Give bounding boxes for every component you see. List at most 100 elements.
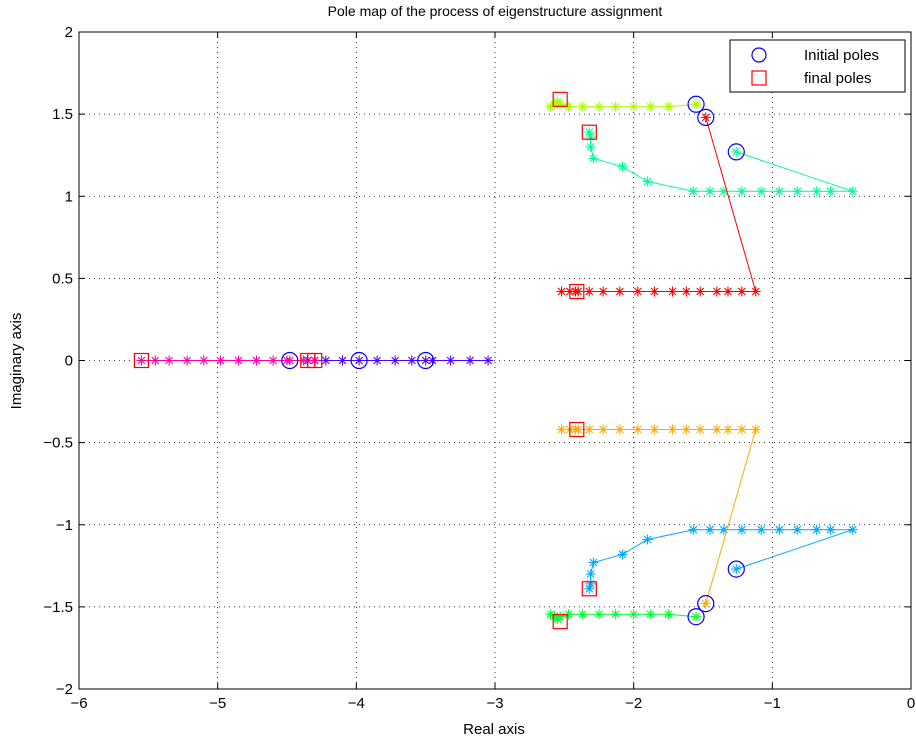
star-stroke <box>546 610 555 619</box>
star-marker <box>642 534 653 545</box>
x-tick-label: 0 <box>907 695 915 712</box>
star-stroke <box>578 610 587 619</box>
star-stroke <box>724 425 732 434</box>
star-marker <box>704 186 715 197</box>
star-stroke <box>557 287 566 296</box>
star-stroke <box>682 425 691 434</box>
initial-pole-marker <box>727 143 745 161</box>
star-marker <box>811 524 822 535</box>
star-stroke <box>737 187 746 196</box>
star-stroke <box>629 610 638 619</box>
star-stroke <box>664 610 673 619</box>
star-marker <box>663 101 674 112</box>
star-marker <box>372 355 383 366</box>
star-stroke <box>650 425 659 434</box>
star-marker <box>320 355 331 366</box>
star-marker <box>731 146 742 157</box>
star-stroke <box>571 425 580 434</box>
star-marker <box>215 355 226 366</box>
star-stroke <box>252 356 261 365</box>
star-stroke <box>689 525 698 534</box>
star-stroke <box>421 356 430 365</box>
star-stroke <box>643 535 652 544</box>
star-stroke <box>696 425 705 434</box>
final-pole-marker <box>581 124 597 140</box>
final-pole-marker <box>569 283 585 300</box>
star-marker <box>198 355 209 366</box>
star-marker <box>594 609 604 620</box>
initial-pole-marker <box>697 108 715 127</box>
star-stroke <box>701 113 710 122</box>
star-marker <box>847 186 858 197</box>
star-marker <box>549 100 560 111</box>
star-marker <box>628 609 639 620</box>
star-marker <box>282 355 292 366</box>
star-marker <box>251 355 262 366</box>
legend-box <box>729 39 906 93</box>
star-stroke <box>586 143 595 151</box>
star-stroke <box>585 584 594 593</box>
star-stroke <box>137 356 146 365</box>
y-tick-label: 1 <box>65 188 73 205</box>
star-stroke <box>391 356 400 365</box>
star-stroke <box>692 100 700 109</box>
star-marker <box>628 101 639 112</box>
star-stroke <box>585 425 594 434</box>
star-marker <box>681 424 692 435</box>
star-stroke <box>793 525 802 534</box>
star-marker <box>736 524 747 535</box>
star-marker <box>756 524 767 535</box>
star-marker <box>354 355 365 366</box>
star-stroke <box>668 425 677 434</box>
star-marker <box>688 524 699 535</box>
chart-title: Pole map of the process of eigenstructur… <box>328 3 663 19</box>
star-marker <box>688 186 699 197</box>
y-tick-label: 0 <box>65 353 73 370</box>
star-stroke <box>564 610 573 619</box>
star-stroke <box>599 425 608 434</box>
star-marker <box>645 101 656 112</box>
star-marker <box>610 101 621 112</box>
star-stroke <box>585 128 594 137</box>
star-stroke <box>595 610 603 619</box>
star-stroke <box>629 102 638 111</box>
legend-final-label: final poles <box>804 70 872 87</box>
initial-pole-marker <box>417 351 435 370</box>
star-marker <box>483 355 494 366</box>
star-stroke <box>355 356 363 365</box>
initial-pole-marker <box>687 95 705 113</box>
legend-initial-label: Initial poles <box>804 47 879 64</box>
star-stroke <box>321 356 330 365</box>
star-marker <box>681 286 692 297</box>
star-marker <box>711 286 722 297</box>
initial-pole-marker <box>697 594 715 613</box>
star-marker <box>632 286 643 297</box>
star-marker <box>691 611 702 622</box>
star-stroke <box>701 599 710 608</box>
star-marker <box>337 355 348 366</box>
series-line <box>588 132 853 192</box>
star-marker <box>584 286 595 297</box>
star-stroke <box>757 525 766 534</box>
star-marker <box>614 424 625 435</box>
star-marker <box>736 186 747 197</box>
y-tick-label: −1 <box>56 517 73 534</box>
star-stroke <box>599 287 608 296</box>
star-marker <box>756 186 767 197</box>
star-marker <box>667 286 678 297</box>
y-tick-label: 1.5 <box>52 106 73 123</box>
star-stroke <box>633 425 642 434</box>
series-group <box>136 96 858 625</box>
star-marker <box>632 424 643 435</box>
star-stroke <box>751 287 760 296</box>
star-marker <box>731 564 742 575</box>
star-marker <box>736 424 747 435</box>
star-marker <box>825 186 836 197</box>
star-marker <box>406 355 417 366</box>
star-marker <box>570 286 581 297</box>
star-marker <box>598 424 609 435</box>
star-stroke <box>737 425 746 434</box>
star-marker <box>811 186 822 197</box>
star-stroke <box>216 356 225 365</box>
series-line <box>550 613 697 620</box>
